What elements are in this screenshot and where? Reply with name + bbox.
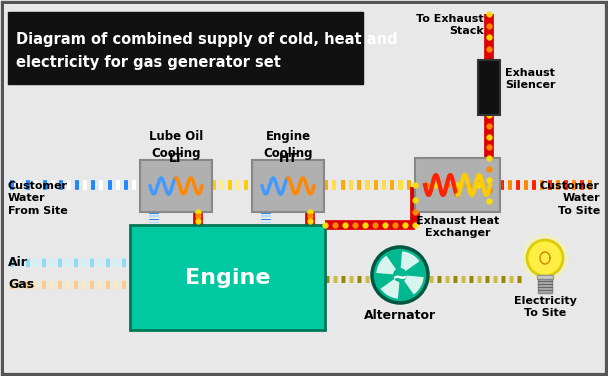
Text: Engine
Cooling: Engine Cooling (263, 130, 313, 160)
Bar (478, 60, 500, 115)
Polygon shape (381, 279, 399, 299)
Bar (130, 225, 325, 330)
Bar (415, 158, 500, 212)
Text: ~: ~ (392, 267, 408, 287)
Text: LT: LT (169, 152, 183, 165)
Bar (8, 12, 363, 84)
Text: Electricity
To Site: Electricity To Site (514, 296, 576, 318)
Text: Exhaust
Silencer: Exhaust Silencer (505, 68, 556, 90)
Bar (538, 279, 552, 293)
Text: HT: HT (278, 152, 297, 165)
Circle shape (372, 247, 428, 303)
Text: Gas: Gas (8, 279, 34, 291)
Text: Engine: Engine (185, 267, 270, 288)
Text: Diagram of combined supply of cold, heat and: Diagram of combined supply of cold, heat… (16, 32, 398, 47)
Text: Alternator: Alternator (364, 309, 436, 322)
Text: To Exhaust
Stack: To Exhaust Stack (416, 14, 484, 36)
Bar (252, 160, 324, 212)
Bar (537, 275, 553, 279)
Text: electricity for gas generator set: electricity for gas generator set (16, 55, 281, 70)
Polygon shape (376, 256, 396, 274)
Bar (140, 160, 212, 212)
Text: Air: Air (8, 256, 28, 270)
Text: Lube Oil
Cooling: Lube Oil Cooling (149, 130, 203, 160)
Polygon shape (401, 251, 420, 271)
Text: Customer
Water
To Site: Customer Water To Site (540, 181, 600, 216)
Polygon shape (404, 276, 424, 294)
Text: Exhaust Heat
Exchanger: Exhaust Heat Exchanger (416, 216, 499, 238)
Text: Customer
Water
From Site: Customer Water From Site (8, 181, 68, 216)
Circle shape (527, 240, 563, 276)
Circle shape (521, 234, 569, 282)
